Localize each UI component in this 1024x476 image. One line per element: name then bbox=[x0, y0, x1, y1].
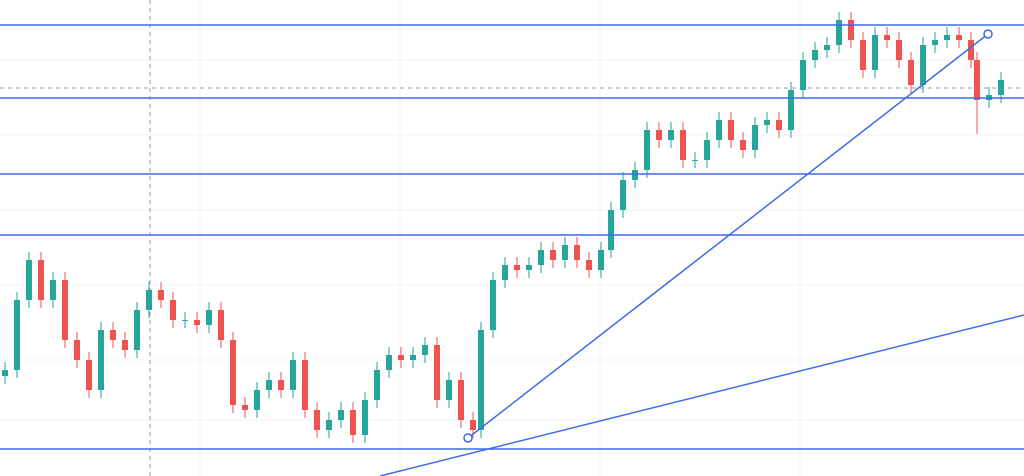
candle-body bbox=[478, 330, 484, 430]
candle-body bbox=[514, 265, 520, 270]
candle-body bbox=[764, 120, 770, 125]
candle-body bbox=[998, 80, 1004, 95]
candle-body bbox=[170, 300, 176, 320]
candle-body bbox=[398, 355, 404, 360]
candle-body bbox=[242, 405, 248, 410]
candle-body bbox=[620, 180, 626, 210]
candle-body bbox=[908, 60, 914, 85]
candle-body bbox=[194, 320, 200, 325]
candle-body bbox=[932, 40, 938, 45]
candle-body bbox=[538, 250, 544, 265]
candle-body bbox=[644, 130, 650, 170]
candle-body bbox=[526, 265, 532, 270]
candle-body bbox=[680, 130, 686, 160]
candle-body bbox=[146, 290, 152, 310]
candle-body bbox=[74, 340, 80, 360]
candle-body bbox=[920, 45, 926, 85]
candle-body bbox=[586, 260, 592, 270]
candle-body bbox=[446, 380, 452, 400]
candle-body bbox=[206, 310, 212, 325]
candle-body bbox=[502, 265, 508, 280]
candle-body bbox=[574, 245, 580, 260]
candle-body bbox=[230, 340, 236, 405]
candle-body bbox=[2, 370, 8, 376]
candle-body bbox=[562, 245, 568, 260]
candle-body bbox=[110, 330, 116, 340]
candle-body bbox=[362, 400, 368, 435]
candle-body bbox=[740, 140, 746, 150]
candle-body bbox=[350, 410, 356, 435]
trend-line bbox=[467, 33, 989, 439]
candle-body bbox=[836, 20, 842, 45]
candle-body bbox=[872, 35, 878, 70]
candle-body bbox=[704, 140, 710, 160]
candle-body bbox=[458, 380, 464, 420]
candle-body bbox=[98, 330, 104, 390]
candle-body bbox=[608, 210, 614, 250]
candle-body bbox=[434, 345, 440, 400]
candle-body bbox=[956, 35, 962, 40]
candle-body bbox=[254, 390, 260, 410]
candle-body bbox=[62, 280, 68, 340]
candle-body bbox=[374, 370, 380, 400]
candle-body bbox=[896, 40, 902, 60]
candle-body bbox=[728, 120, 734, 140]
candle-body bbox=[884, 35, 890, 40]
candle-body bbox=[386, 355, 392, 370]
candle-body bbox=[788, 90, 794, 130]
candle-body bbox=[598, 250, 604, 270]
candle-body bbox=[812, 50, 818, 60]
candle-body bbox=[968, 40, 974, 60]
candle-body bbox=[302, 360, 308, 410]
trend-handle bbox=[983, 29, 993, 39]
candle-body bbox=[692, 160, 698, 161]
candle-body bbox=[800, 60, 806, 90]
trend-handle bbox=[463, 433, 473, 443]
candle-body bbox=[14, 300, 20, 370]
candle-body bbox=[50, 280, 56, 300]
candle-body bbox=[158, 290, 164, 300]
candle-body bbox=[86, 360, 92, 390]
candle-body bbox=[824, 45, 830, 50]
candle-body bbox=[848, 20, 854, 40]
candle-body bbox=[974, 60, 980, 100]
candle-body bbox=[716, 120, 722, 140]
candle-body bbox=[550, 250, 556, 260]
candle-body bbox=[632, 170, 638, 180]
candle-body bbox=[122, 340, 128, 350]
candle-body bbox=[266, 380, 272, 390]
candle-body bbox=[668, 130, 674, 140]
candle-body bbox=[490, 280, 496, 330]
candle-body bbox=[422, 345, 428, 355]
candle-body bbox=[944, 35, 950, 40]
candle-body bbox=[470, 420, 476, 430]
candle-body bbox=[656, 130, 662, 140]
candle-body bbox=[38, 260, 44, 300]
candle-body bbox=[326, 420, 332, 430]
candle-body bbox=[776, 120, 782, 130]
candle-body bbox=[26, 260, 32, 300]
candle-body bbox=[290, 360, 296, 390]
candle-body bbox=[278, 380, 284, 390]
candle-body bbox=[752, 125, 758, 150]
candle-body bbox=[134, 310, 140, 350]
trend-line bbox=[379, 314, 1024, 476]
candle-body bbox=[410, 355, 416, 360]
candle-body bbox=[338, 410, 344, 420]
candle-body bbox=[218, 310, 224, 340]
candle-body bbox=[182, 320, 188, 321]
candle-body bbox=[860, 40, 866, 70]
candle-body bbox=[314, 410, 320, 430]
